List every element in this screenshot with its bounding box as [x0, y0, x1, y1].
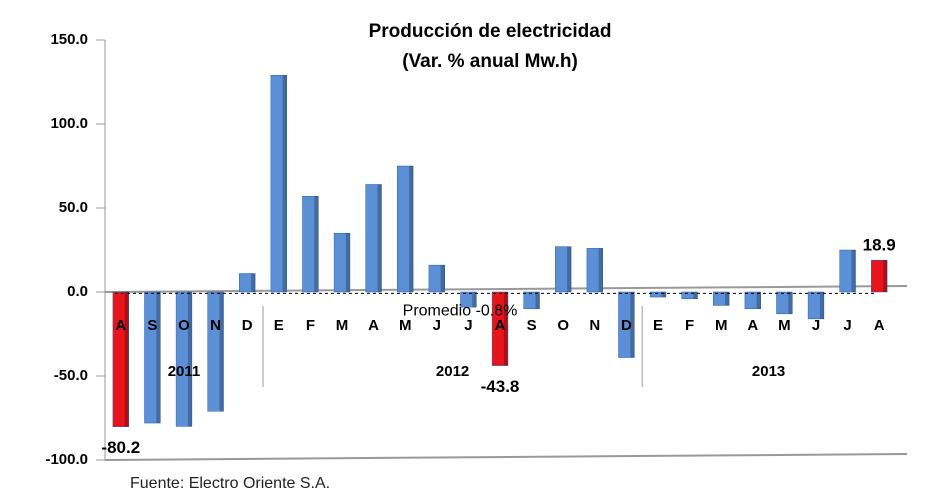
bar [744, 291, 761, 310]
x-tick-label: A [368, 317, 379, 334]
group-label: 2013 [752, 363, 785, 380]
bar-side [187, 292, 192, 427]
x-tick-label: E [274, 317, 284, 334]
bar-side [314, 196, 319, 292]
chart-subtitle: (Var. % anual Mw.h) [402, 51, 578, 72]
y-tick-label: 50.0 [59, 199, 88, 216]
x-tick-label: S [147, 317, 157, 334]
bar-side [598, 248, 603, 292]
bar-side [788, 292, 793, 314]
x-tick-label: J [812, 317, 820, 334]
bar-side [756, 292, 761, 309]
bar-side [535, 292, 540, 309]
bar-side [219, 292, 224, 412]
bar-side [819, 292, 824, 319]
y-tick-label: -50.0 [54, 367, 88, 384]
x-tick-label: A [495, 317, 506, 334]
bar [397, 165, 414, 293]
bar [681, 291, 698, 299]
bar [333, 232, 351, 293]
bar-side [693, 292, 698, 299]
bar [649, 291, 667, 298]
y-tick-label: 0.0 [67, 283, 88, 300]
group-label: 2012 [436, 363, 469, 380]
chart-title: Producción de electricidad [369, 21, 612, 42]
bar-side [440, 265, 445, 292]
bar-side [503, 292, 508, 366]
x-tick-label: F [685, 317, 694, 334]
bar-side [883, 260, 888, 292]
bar [807, 291, 825, 320]
value-label: 18.9 [863, 236, 896, 255]
x-axis [104, 285, 908, 293]
bar-side [124, 292, 129, 427]
group-label: 2011 [168, 363, 201, 380]
bar-side [345, 233, 350, 292]
bar-side [725, 292, 730, 306]
bar-side [630, 292, 635, 358]
bar [586, 248, 603, 293]
bar-side [851, 250, 856, 292]
bar-side [661, 292, 666, 298]
bar [491, 291, 509, 366]
x-tick-label: M [336, 317, 349, 334]
bar [776, 291, 793, 315]
y-tick-label: 100.0 [50, 115, 88, 132]
bar-side [409, 166, 414, 292]
bar [871, 259, 888, 293]
x-tick-label: O [178, 317, 190, 334]
bar-side [377, 184, 382, 292]
bar [523, 291, 540, 310]
value-label: -80.2 [101, 438, 140, 457]
bar [175, 291, 193, 427]
bar-side [472, 292, 477, 308]
floor [104, 453, 908, 461]
x-tick-label: N [589, 317, 600, 334]
bar [144, 291, 161, 424]
bar-side [156, 292, 161, 424]
y-tick-label: 150.0 [50, 31, 88, 48]
y-tick-label: -100.0 [45, 451, 88, 468]
value-label: -43.8 [481, 377, 520, 396]
x-tick-label: S [527, 317, 537, 334]
bar [618, 291, 635, 358]
x-tick-label: N [210, 317, 221, 334]
bar-side [567, 246, 572, 292]
bar [713, 291, 730, 306]
x-tick-label: F [306, 317, 315, 334]
bar [839, 249, 856, 293]
bar [555, 246, 572, 293]
average-label: Promedio -0.8% [403, 303, 518, 320]
x-tick-label: D [621, 317, 632, 334]
x-tick-label: M [715, 317, 728, 334]
x-tick-label: A [874, 317, 885, 334]
x-tick-label: J [433, 317, 441, 334]
bar [428, 264, 445, 293]
bar-side [282, 75, 287, 292]
bar [112, 291, 129, 427]
bar [365, 184, 382, 293]
x-tick-label: M [778, 317, 791, 334]
x-tick-label: D [242, 317, 253, 334]
bar [460, 291, 477, 308]
bar [302, 195, 319, 293]
x-tick-label: J [464, 317, 472, 334]
x-tick-label: J [843, 317, 851, 334]
x-tick-label: O [557, 317, 569, 334]
source: Fuente: Electro Oriente S.A. [130, 475, 330, 490]
bar [270, 75, 287, 293]
x-tick-label: A [747, 317, 758, 334]
x-tick-label: A [115, 317, 126, 334]
bar [207, 291, 224, 412]
bar-side [251, 273, 256, 292]
bar [239, 273, 256, 293]
x-tick-label: M [399, 317, 412, 334]
x-tick-label: E [653, 317, 663, 334]
